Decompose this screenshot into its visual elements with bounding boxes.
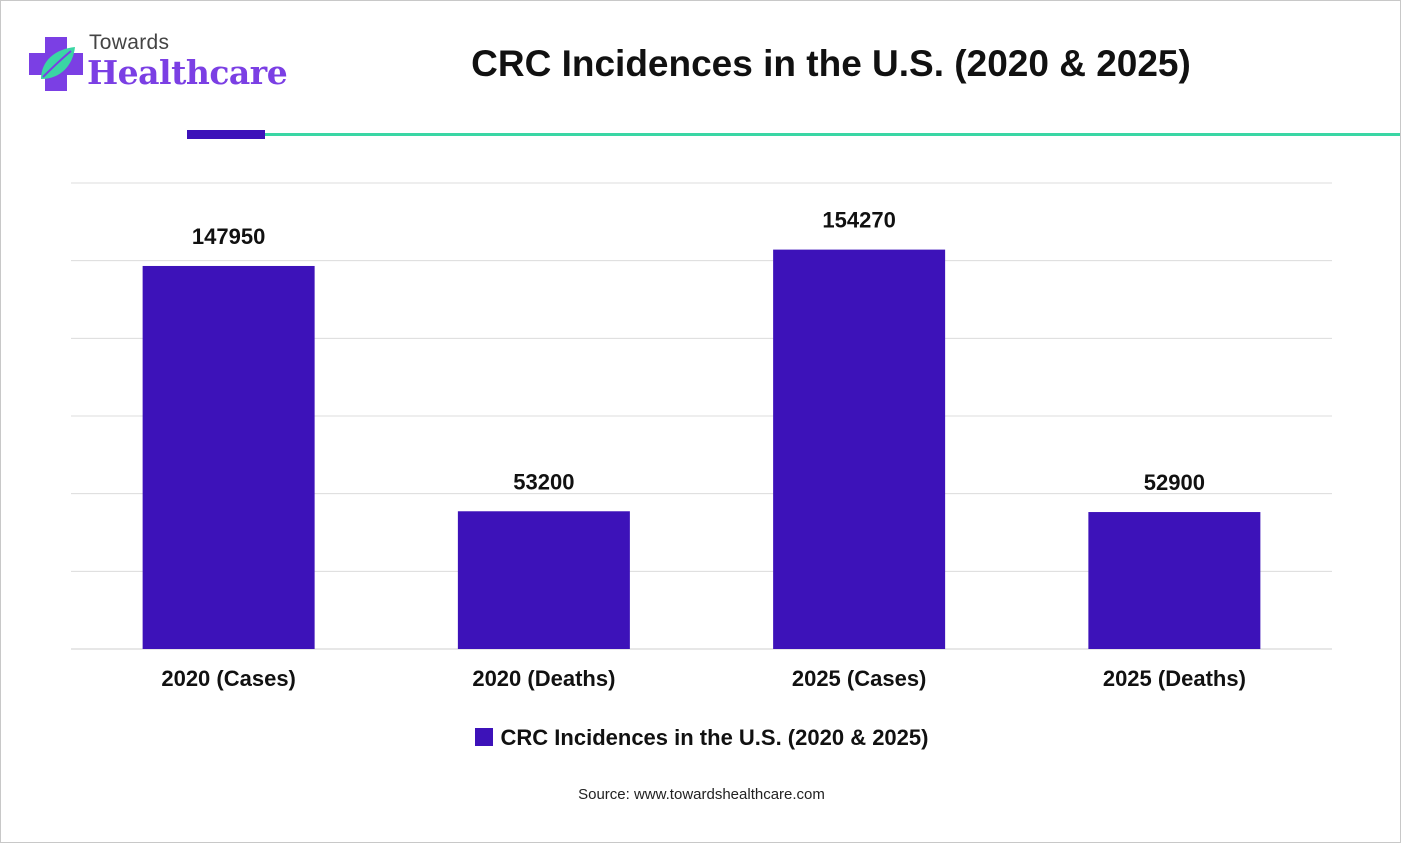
logo-main-text: Healthcare	[87, 53, 288, 92]
x-tick-label: 2025 (Deaths)	[1103, 666, 1246, 691]
bar	[773, 249, 946, 649]
x-tick-label: 2020 (Deaths)	[472, 666, 615, 691]
logo-top-text: Towards	[89, 31, 170, 54]
title-underline-rule	[265, 133, 1400, 136]
bar	[142, 265, 315, 649]
data-label: 154270	[822, 208, 895, 233]
chart-title: CRC Incidences in the U.S. (2020 & 2025)	[471, 43, 1191, 84]
data-label: 52900	[1144, 470, 1205, 495]
source-note: Source: www.towardshealthcare.com	[578, 786, 825, 803]
title-accent-rule	[187, 130, 265, 139]
data-label: 147950	[192, 224, 265, 249]
bar	[457, 511, 630, 649]
legend-swatch	[474, 728, 493, 746]
bar	[1088, 512, 1261, 649]
chart-legend: CRC Incidences in the U.S. (2020 & 2025)	[1, 725, 1401, 751]
legend-label: CRC Incidences in the U.S. (2020 & 2025)	[500, 725, 929, 750]
x-tick-label: 2020 (Cases)	[161, 666, 296, 691]
x-tick-label: 2025 (Cases)	[792, 666, 927, 691]
data-label: 53200	[513, 469, 574, 494]
medical-cross-icon	[29, 37, 83, 91]
towards-healthcare-logo: Towards Healthcare	[27, 31, 288, 101]
